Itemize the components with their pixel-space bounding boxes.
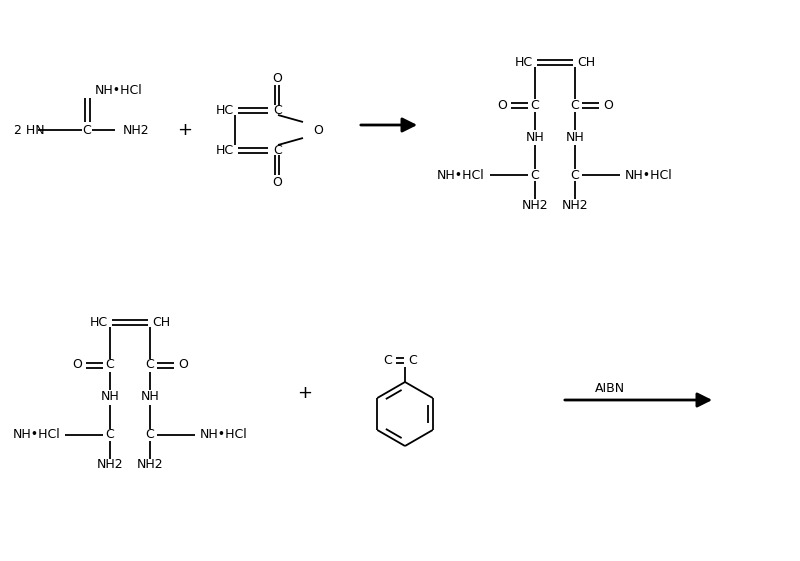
Text: HC: HC — [515, 56, 533, 68]
Text: AIBN: AIBN — [595, 381, 625, 394]
Text: O: O — [497, 99, 507, 112]
Text: NH: NH — [141, 390, 159, 403]
Text: NH•HCl: NH•HCl — [438, 168, 485, 182]
Text: +: + — [298, 384, 313, 402]
Text: NH2: NH2 — [562, 199, 588, 211]
Text: O: O — [272, 176, 282, 188]
Text: C: C — [146, 429, 154, 442]
Text: C: C — [146, 358, 154, 371]
Text: C: C — [530, 168, 539, 182]
Text: NH•HCl: NH•HCl — [12, 429, 60, 442]
Text: NH2: NH2 — [123, 123, 150, 136]
Text: C: C — [106, 358, 114, 371]
Text: NH: NH — [101, 390, 119, 403]
Text: NH2: NH2 — [97, 458, 123, 471]
Text: C: C — [273, 103, 282, 117]
Text: HC: HC — [216, 103, 234, 117]
Text: HC: HC — [216, 144, 234, 157]
Text: NH•HCl: NH•HCl — [625, 168, 673, 182]
Text: O: O — [603, 99, 613, 112]
Text: NH2: NH2 — [522, 199, 548, 211]
Text: NH•HCl: NH•HCl — [200, 429, 248, 442]
Text: O: O — [313, 123, 323, 136]
Text: 2 HN: 2 HN — [14, 123, 45, 136]
Text: C: C — [570, 99, 579, 112]
Text: O: O — [178, 358, 188, 371]
Text: HC: HC — [90, 315, 108, 329]
Text: O: O — [272, 71, 282, 85]
Text: CH: CH — [152, 315, 170, 329]
Text: NH: NH — [566, 131, 584, 144]
Text: C: C — [570, 168, 579, 182]
Text: C: C — [408, 353, 417, 366]
Text: C: C — [273, 144, 282, 157]
Text: O: O — [72, 358, 82, 371]
Text: CH: CH — [577, 56, 595, 68]
Text: +: + — [178, 121, 193, 139]
Text: C: C — [82, 123, 91, 136]
Text: NH•HCl: NH•HCl — [95, 84, 142, 96]
Text: C: C — [530, 99, 539, 112]
Text: NH2: NH2 — [137, 458, 163, 471]
Text: C: C — [383, 353, 392, 366]
Text: C: C — [106, 429, 114, 442]
Text: NH: NH — [526, 131, 544, 144]
